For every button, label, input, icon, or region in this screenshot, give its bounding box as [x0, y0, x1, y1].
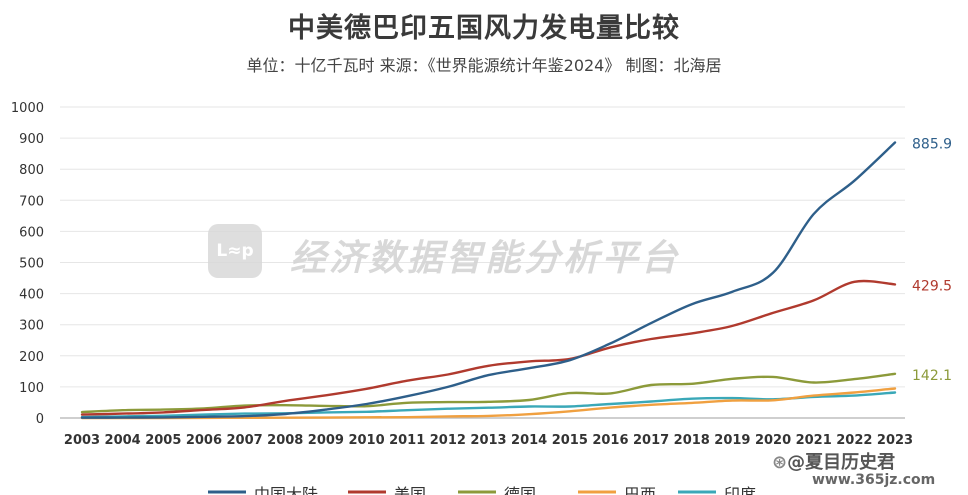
legend-label: 印度	[724, 485, 756, 495]
legend-label: 中国大陆	[254, 485, 318, 495]
weibo-icon: ⊛	[772, 452, 788, 473]
x-tick-label: 2023	[877, 433, 913, 448]
y-tick-label: 800	[19, 163, 44, 178]
x-tick-label: 2017	[633, 433, 669, 448]
y-tick-label: 600	[19, 225, 44, 240]
x-tick-label: 2018	[674, 433, 710, 448]
y-tick-label: 900	[19, 132, 44, 147]
y-tick-label: 1000	[11, 101, 44, 116]
legend-label: 美国	[394, 485, 426, 495]
x-tick-label: 2004	[105, 433, 141, 448]
watermark-logo: L≈p	[208, 224, 262, 278]
x-tick-label: 2010	[348, 433, 384, 448]
x-tick-label: 2021	[796, 433, 832, 448]
y-tick-label: 500	[19, 257, 44, 272]
watermark-logo-text: L≈p	[216, 241, 254, 261]
x-tick-label: 2006	[186, 433, 222, 448]
site-watermark: www.365jz.com	[812, 472, 936, 488]
x-tick-label: 2008	[267, 433, 303, 448]
x-tick-label: 2015	[552, 433, 588, 448]
x-tick-label: 2003	[64, 433, 100, 448]
chart-title: 中美德巴印五国风力发电量比较	[288, 13, 680, 44]
x-tick-label: 2019	[714, 433, 750, 448]
x-tick-label: 2022	[836, 433, 872, 448]
x-tick-label: 2016	[592, 433, 628, 448]
y-tick-label: 0	[36, 412, 44, 427]
x-tick-label: 2007	[227, 433, 263, 448]
y-tick-label: 300	[19, 319, 44, 334]
series-line-美国	[80, 279, 897, 416]
series-line-中国大陆	[80, 141, 897, 419]
y-tick-label: 400	[19, 288, 44, 303]
legend-label: 德国	[504, 485, 536, 495]
chart-subtitle: 单位：十亿千瓦时 来源：《世界能源统计年鉴2024》 制图：北海居	[246, 56, 722, 75]
series-line-印度	[80, 391, 897, 419]
x-tick-label: 2009	[308, 433, 344, 448]
x-tick-label: 2014	[511, 433, 547, 448]
y-tick-label: 200	[19, 350, 44, 365]
watermark-text: 经济数据智能分析平台	[290, 238, 681, 279]
y-tick-label: 700	[19, 194, 44, 209]
x-tick-label: 2005	[145, 433, 181, 448]
y-tick-label: 100	[19, 381, 44, 396]
series-line-德国	[80, 372, 897, 414]
end-value-label: 429.5	[912, 278, 952, 294]
end-value-label: 142.1	[912, 368, 952, 384]
series-line-巴西	[80, 387, 897, 420]
x-tick-label: 2011	[389, 433, 425, 448]
corner-watermark-text: @夏目历史君	[787, 452, 896, 473]
end-value-label: 885.9	[912, 136, 952, 152]
legend-label: 巴西	[624, 485, 656, 495]
x-tick-label: 2020	[755, 433, 791, 448]
corner-watermark: ⊛@夏目历史君	[772, 448, 895, 474]
x-tick-label: 2013	[470, 433, 506, 448]
x-tick-label: 2012	[430, 433, 466, 448]
